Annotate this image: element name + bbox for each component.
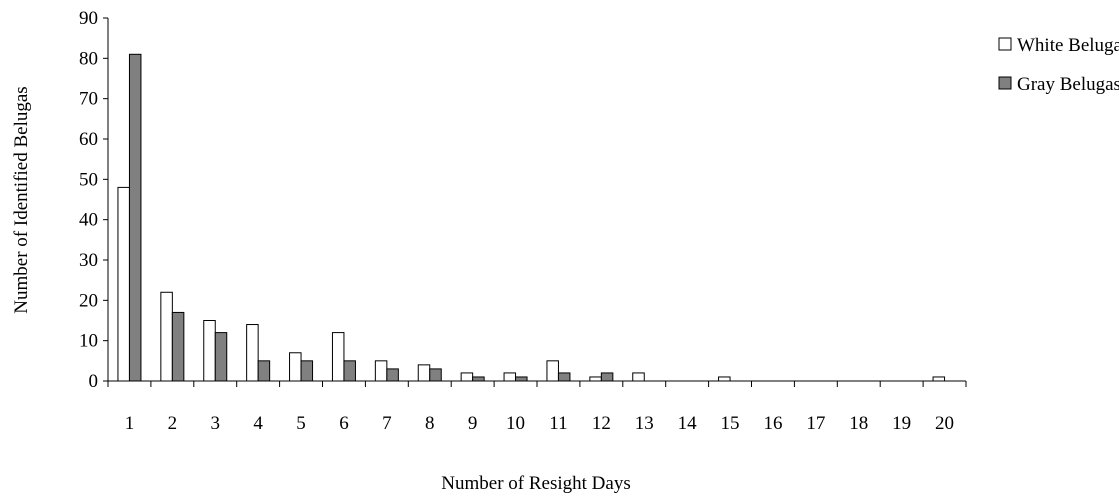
bars	[117, 53, 946, 382]
bar-white-belugas	[246, 324, 259, 382]
x-tick-label: 7	[382, 413, 392, 434]
y-tick-label: 70	[79, 89, 98, 110]
legend-swatch-white-belugas	[998, 37, 1012, 51]
x-tick-label: 20	[935, 413, 954, 434]
bar-gray-belugas	[128, 53, 142, 382]
x-tick-label: 18	[849, 413, 868, 434]
y-tick-label: 30	[79, 250, 98, 271]
x-tick-label: 10	[506, 413, 525, 434]
x-tick-label: 9	[468, 413, 478, 434]
bar-gray-belugas	[171, 311, 185, 382]
x-tick-label: 4	[253, 413, 263, 434]
y-tick-label: 0	[89, 371, 99, 392]
bar-white-belugas	[203, 320, 216, 382]
bar-white-belugas	[503, 372, 517, 382]
bar-white-belugas	[546, 360, 559, 382]
x-tick-label: 5	[296, 413, 306, 434]
bar-white-belugas	[460, 372, 474, 382]
y-tick-label: 80	[79, 48, 98, 69]
bar-white-belugas	[632, 372, 645, 382]
bar-white-belugas	[374, 360, 388, 382]
x-tick-label: 13	[635, 413, 654, 434]
x-tick-label: 14	[678, 413, 698, 434]
x-tick-label: 3	[211, 413, 221, 434]
bar-white-belugas	[932, 376, 946, 382]
bar-white-belugas	[331, 332, 345, 382]
bar-gray-belugas	[343, 360, 356, 382]
bar-gray-belugas	[600, 372, 614, 382]
y-tick-label: 50	[79, 169, 98, 190]
legend-label-gray-belugas: Gray Belugas	[1017, 74, 1119, 95]
legend: White Belugas Gray Belugas	[998, 35, 1119, 95]
bar-gray-belugas	[386, 368, 399, 382]
bar-gray-belugas	[214, 332, 228, 382]
bar-gray-belugas	[515, 376, 528, 382]
bar-white-belugas	[289, 352, 302, 382]
x-tick-label: 19	[892, 413, 911, 434]
x-axis-ticks: 1 2 3 4 5 6 7 8 9 10 11 12 13 14 15 16 17 18 19 20	[107, 381, 967, 434]
legend-swatch-gray-belugas	[998, 76, 1012, 90]
bar-gray-belugas	[557, 372, 571, 382]
y-tick-label: 10	[79, 331, 98, 352]
bar-white-belugas	[589, 376, 602, 382]
x-tick-label: 2	[168, 413, 178, 434]
y-tick-label: 40	[79, 210, 98, 231]
x-tick-label: 12	[592, 413, 611, 434]
bar-white-belugas	[718, 376, 731, 382]
bar-gray-belugas	[472, 376, 485, 382]
y-tick-label: 20	[79, 290, 98, 311]
y-tick-label: 90	[79, 8, 98, 29]
bar-white-belugas	[417, 364, 431, 382]
bar-white-belugas	[117, 186, 130, 382]
bar-gray-belugas	[300, 360, 314, 382]
y-tick-label: 60	[79, 129, 98, 150]
bar-gray-belugas	[429, 368, 442, 382]
x-tick-label: 16	[763, 413, 782, 434]
y-axis-title: Number of Identified Belugas	[11, 86, 32, 313]
bar-white-belugas	[160, 291, 173, 382]
x-axis-title: Number of Resight Days	[441, 473, 630, 494]
x-tick-label: 11	[549, 413, 567, 434]
y-axis-ticks: 0 10 20 30 40 50 60 70 80 90	[79, 8, 108, 392]
x-tick-label: 6	[339, 413, 349, 434]
bar-gray-belugas	[257, 360, 271, 382]
x-tick-label: 15	[721, 413, 740, 434]
legend-label-white-belugas: White Belugas	[1017, 35, 1119, 56]
x-tick-label: 17	[806, 413, 825, 434]
x-tick-label: 1	[125, 413, 135, 434]
x-tick-label: 8	[425, 413, 435, 434]
